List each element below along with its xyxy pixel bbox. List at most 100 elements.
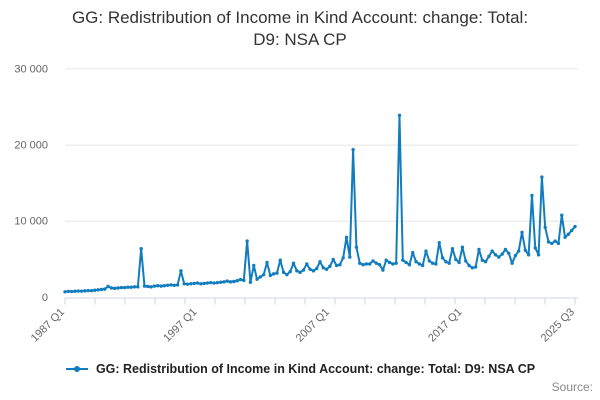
data-point[interactable]: [218, 280, 223, 284]
data-point[interactable]: [553, 239, 557, 243]
data-point[interactable]: [417, 262, 422, 266]
data-point[interactable]: [503, 247, 508, 252]
data-point[interactable]: [377, 263, 382, 267]
data-point[interactable]: [394, 261, 398, 265]
data-point[interactable]: [165, 283, 170, 288]
data-point[interactable]: [351, 147, 355, 152]
data-point[interactable]: [63, 290, 67, 294]
data-point[interactable]: [533, 246, 537, 250]
data-point[interactable]: [209, 280, 213, 285]
data-point[interactable]: [450, 247, 455, 251]
data-point[interactable]: [331, 257, 335, 262]
data-point[interactable]: [387, 260, 392, 265]
data-point[interactable]: [285, 272, 289, 277]
data-point[interactable]: [119, 285, 124, 290]
data-point[interactable]: [543, 225, 547, 230]
data-point[interactable]: [483, 259, 488, 264]
data-point[interactable]: [146, 284, 150, 289]
data-point[interactable]: [447, 261, 451, 265]
data-point[interactable]: [526, 253, 531, 257]
data-point[interactable]: [407, 263, 412, 267]
data-point[interactable]: [324, 267, 329, 272]
data-point[interactable]: [361, 263, 365, 267]
data-point[interactable]: [271, 272, 276, 276]
data-point[interactable]: [225, 279, 229, 283]
data-point[interactable]: [480, 258, 484, 262]
data-point[interactable]: [235, 279, 239, 283]
data-point[interactable]: [93, 288, 97, 292]
data-point[interactable]: [381, 268, 385, 272]
data-point[interactable]: [79, 289, 84, 293]
series-line[interactable]: [64, 114, 576, 293]
data-point[interactable]: [175, 283, 180, 287]
data-point[interactable]: [288, 269, 292, 274]
data-point[interactable]: [424, 249, 428, 253]
data-point[interactable]: [222, 280, 226, 284]
data-point[interactable]: [159, 284, 163, 288]
data-point[interactable]: [401, 258, 405, 262]
data-point[interactable]: [242, 278, 246, 283]
data-point[interactable]: [444, 259, 448, 264]
data-point[interactable]: [268, 273, 273, 278]
data-point[interactable]: [391, 262, 395, 266]
data-point[interactable]: [169, 283, 173, 287]
data-point[interactable]: [556, 241, 561, 246]
data-point[interactable]: [536, 253, 541, 257]
data-point[interactable]: [149, 285, 153, 289]
data-point[interactable]: [311, 269, 316, 273]
data-point[interactable]: [258, 275, 263, 279]
legend-item[interactable]: GG: Redistribution of Income in Kind Acc…: [0, 362, 600, 376]
data-point[interactable]: [460, 245, 465, 249]
data-point[interactable]: [129, 285, 133, 289]
data-point[interactable]: [434, 262, 438, 266]
data-point[interactable]: [142, 284, 147, 288]
data-point[interactable]: [550, 241, 554, 246]
data-point[interactable]: [162, 283, 167, 288]
data-point[interactable]: [156, 283, 160, 288]
data-point[interactable]: [546, 240, 551, 244]
data-point[interactable]: [523, 248, 528, 252]
data-point[interactable]: [275, 271, 279, 275]
data-point[interactable]: [338, 263, 342, 267]
data-point[interactable]: [364, 262, 369, 266]
data-point[interactable]: [245, 239, 249, 243]
data-point[interactable]: [185, 282, 190, 286]
data-point[interactable]: [477, 247, 481, 252]
data-point[interactable]: [189, 282, 193, 286]
data-point[interactable]: [73, 289, 77, 293]
data-point[interactable]: [473, 265, 478, 269]
data-point[interactable]: [530, 193, 534, 198]
data-point[interactable]: [457, 260, 461, 265]
data-point[interactable]: [122, 285, 127, 290]
data-point[interactable]: [367, 262, 372, 266]
data-point[interactable]: [232, 279, 236, 284]
data-point[interactable]: [358, 261, 362, 265]
data-point[interactable]: [430, 261, 435, 265]
data-point[interactable]: [202, 281, 206, 286]
data-point[interactable]: [411, 250, 415, 255]
data-point[interactable]: [248, 280, 253, 284]
data-point[interactable]: [500, 252, 504, 256]
data-point[interactable]: [437, 240, 441, 245]
data-point[interactable]: [397, 113, 402, 118]
data-point[interactable]: [440, 256, 445, 260]
data-point[interactable]: [132, 285, 137, 289]
data-point[interactable]: [281, 270, 286, 275]
data-point[interactable]: [86, 288, 90, 293]
data-point[interactable]: [76, 289, 80, 293]
data-point[interactable]: [328, 264, 332, 268]
data-point[interactable]: [540, 175, 544, 179]
data-point[interactable]: [490, 249, 494, 253]
data-point[interactable]: [238, 277, 243, 282]
data-point[interactable]: [179, 269, 183, 273]
data-point[interactable]: [420, 263, 425, 268]
data-point[interactable]: [344, 235, 349, 239]
data-point[interactable]: [374, 261, 378, 265]
data-point[interactable]: [278, 258, 282, 262]
data-point[interactable]: [96, 288, 100, 292]
data-point[interactable]: [334, 263, 339, 268]
data-point[interactable]: [384, 258, 388, 262]
data-point[interactable]: [99, 287, 104, 292]
data-point[interactable]: [106, 284, 110, 289]
data-point[interactable]: [212, 281, 216, 285]
